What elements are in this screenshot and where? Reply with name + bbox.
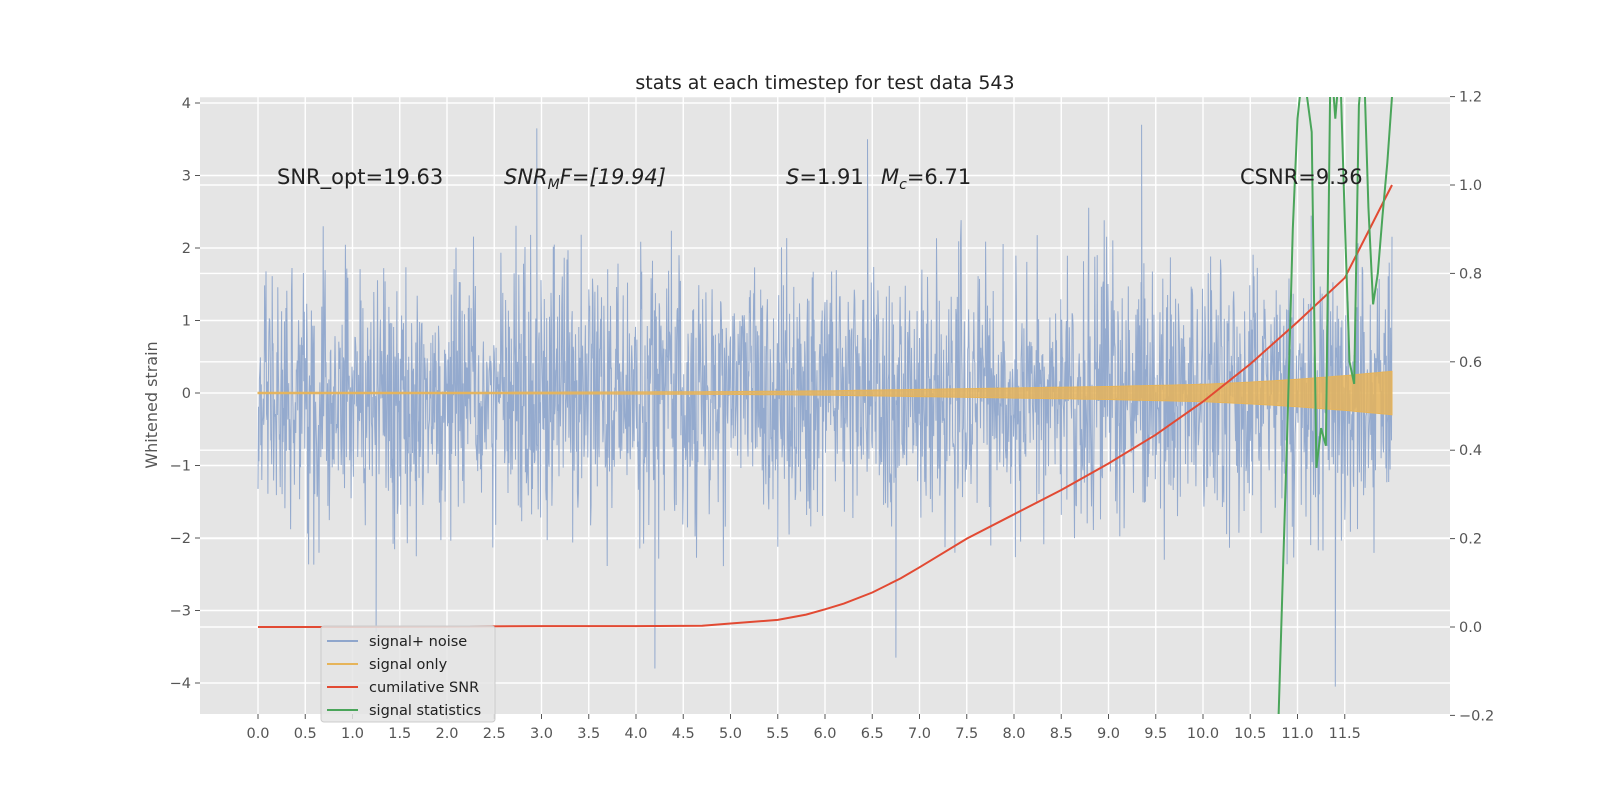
annotation-mc-name: M (881, 165, 899, 189)
x-tick-label: 2.5 (483, 726, 506, 742)
y2-tick-label: 1.2 (1459, 90, 1482, 106)
legend-label: signal statistics (369, 703, 481, 719)
x-tick-label: 5.0 (719, 726, 742, 742)
annotation-snr-mf: SNRMF=[19.94] (504, 165, 666, 193)
y2-tick-label: 0.8 (1459, 266, 1482, 282)
y-tick-label: −2 (170, 531, 191, 547)
annotation-csnr: CSNR=9.36 (1240, 165, 1363, 189)
x-tick-label: 3.5 (577, 726, 600, 742)
x-tick-label: 3.0 (530, 726, 553, 742)
x-tick-label: 8.5 (1050, 726, 1073, 742)
chart-title: stats at each timestep for test data 543 (635, 72, 1014, 94)
x-tick-label: 5.5 (766, 726, 789, 742)
x-tick-label: 7.0 (908, 726, 931, 742)
x-tick-label: 9.0 (1097, 726, 1120, 742)
x-tick-label: 4.0 (624, 726, 647, 742)
annotation-snr-mf-rest: F=[19.94] (560, 165, 666, 189)
y2-tick-label: −0.2 (1459, 708, 1494, 724)
x-tick-label: 10.0 (1187, 726, 1219, 742)
y-tick-label: 3 (182, 169, 191, 185)
x-tick-label: 2.0 (435, 726, 458, 742)
legend-label: cumilative SNR (369, 680, 479, 696)
x-tick-label: 7.5 (955, 726, 978, 742)
annotation-snr-opt: SNR_opt=19.63 (277, 165, 443, 190)
y-tick-label: 4 (182, 96, 191, 112)
y-tick-label: −4 (170, 676, 191, 692)
y2-tick-label: 0.6 (1459, 355, 1482, 371)
legend-box (320, 625, 496, 723)
x-tick-label: 6.5 (861, 726, 884, 742)
annotation-s-name: S (786, 165, 799, 189)
series-layer (257, 97, 1393, 714)
annotation-s: S=1.91 (786, 165, 864, 189)
signal-only-band (257, 370, 1393, 416)
y-tick-label: 2 (182, 241, 191, 257)
y-tick-label: 1 (182, 314, 191, 330)
annotation-mc-rest: =6.71 (907, 165, 971, 189)
x-tick-label: 10.5 (1234, 726, 1266, 742)
y2-tick-label: 1.0 (1459, 178, 1482, 194)
cumulative-snr-line (258, 184, 1393, 628)
x-tick-label: 8.0 (1002, 726, 1025, 742)
x-tick-label: 6.0 (813, 726, 836, 742)
y-axis-label: Whitened strain (142, 341, 161, 468)
y-tick-label: 0 (182, 386, 191, 402)
y-tick-label: −3 (170, 604, 191, 620)
axes: 0.0 0.5 1.0 1.5 2.0 2.5 3.0 3.5 4.0 4.5 5.0 5.5 6.0 6… (170, 90, 1495, 742)
x-tick-label: 1.0 (341, 726, 364, 742)
legend: signal+ noise signal only cumilative SNR si… (320, 625, 496, 723)
legend-label: signal+ noise (369, 634, 467, 650)
x-tick-label: 0.5 (294, 726, 317, 742)
y2-tick-label: 0.0 (1459, 620, 1482, 636)
legend-label: signal only (369, 657, 448, 673)
x-tick-label: 0.0 (246, 726, 269, 742)
annotation-snr-mf-name: SNR (504, 165, 548, 189)
annotation-snr-mf-sub: M (548, 177, 560, 193)
annotation-mc-sub: c (899, 177, 907, 193)
signal-statistics-line (1277, 97, 1393, 714)
annotation-mc: Mc=6.71 (881, 165, 971, 193)
x-tick-label: 9.5 (1144, 726, 1167, 742)
y2-tick-label: 0.2 (1459, 532, 1482, 548)
annotation-s-rest: =1.91 (799, 165, 863, 189)
y-tick-label: −1 (170, 459, 191, 475)
x-tick-label: 11.0 (1281, 726, 1313, 742)
x-tick-label: 4.5 (672, 726, 695, 742)
x-tick-label: 11.5 (1329, 726, 1361, 742)
y2-tick-label: 0.4 (1459, 443, 1482, 459)
x-tick-label: 1.5 (388, 726, 411, 742)
